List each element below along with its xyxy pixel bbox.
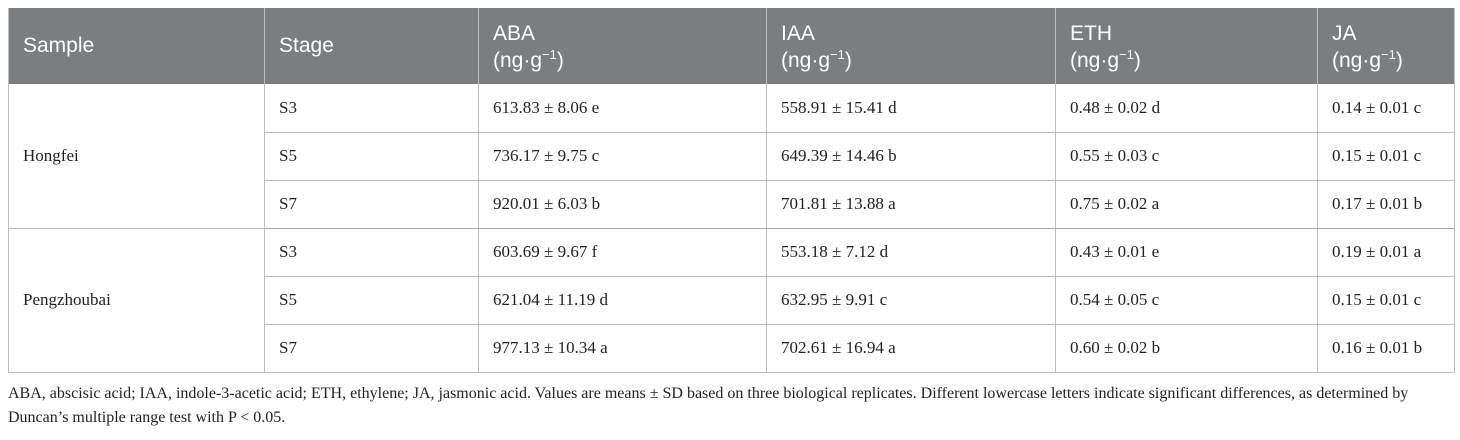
iaa-cell: 558.91 ± 15.41 d xyxy=(766,84,1056,133)
eth-cell: 0.43 ± 0.01 e xyxy=(1055,228,1318,277)
ja-cell: 0.19 ± 0.01 a xyxy=(1317,228,1455,277)
iaa-cell: 553.18 ± 7.12 d xyxy=(766,228,1056,277)
stage-cell: S5 xyxy=(264,276,479,325)
iaa-cell: 649.39 ± 14.46 b xyxy=(766,132,1056,181)
eth-cell: 0.60 ± 0.02 b xyxy=(1055,324,1318,373)
ja-cell: 0.16 ± 0.01 b xyxy=(1317,324,1455,373)
stage-cell: S3 xyxy=(264,228,479,277)
header-iaa-unit-sup: −1 xyxy=(830,47,845,62)
ja-cell: 0.17 ± 0.01 b xyxy=(1317,180,1455,229)
table-row: S7 977.13 ± 10.34 a 702.61 ± 16.94 a 0.6… xyxy=(9,324,1455,373)
header-iaa-unit-close: ) xyxy=(844,49,852,72)
table-body: Hongfei S3 613.83 ± 8.06 e 558.91 ± 15.4… xyxy=(8,84,1455,373)
table-row: S5 736.17 ± 9.75 c 649.39 ± 14.46 b 0.55… xyxy=(9,132,1455,181)
stage-cell: S7 xyxy=(264,180,479,229)
ja-cell: 0.15 ± 0.01 c xyxy=(1317,276,1455,325)
table-row: Pengzhoubai S3 603.69 ± 9.67 f 553.18 ± … xyxy=(8,228,1455,373)
aba-cell: 977.13 ± 10.34 a xyxy=(478,324,767,373)
table-row: S7 920.01 ± 6.03 b 701.81 ± 13.88 a 0.75… xyxy=(9,180,1455,229)
table-row: S5 621.04 ± 11.19 d 632.95 ± 9.91 c 0.54… xyxy=(9,276,1455,325)
sample-cell-hongfei: Hongfei xyxy=(8,84,265,229)
ja-cell: 0.15 ± 0.01 c xyxy=(1317,132,1455,181)
header-eth: ETH (ng·g−1) xyxy=(1055,8,1318,84)
header-iaa-unit: (ng·g xyxy=(781,49,831,72)
header-eth-label: ETH xyxy=(1070,22,1112,45)
header-aba-unit-sup: −1 xyxy=(542,47,557,62)
iaa-cell: 701.81 ± 13.88 a xyxy=(766,180,1056,229)
stage-cell: S3 xyxy=(264,84,479,133)
header-ja-unit-close: ) xyxy=(1395,49,1403,72)
header-ja-label: JA xyxy=(1332,22,1357,45)
ja-cell: 0.14 ± 0.01 c xyxy=(1317,84,1455,133)
eth-cell: 0.55 ± 0.03 c xyxy=(1055,132,1318,181)
table-footnote: ABA, abscisic acid; IAA, indole-3-acetic… xyxy=(8,385,1409,426)
header-aba-label: ABA xyxy=(493,22,536,45)
aba-cell: 920.01 ± 6.03 b xyxy=(478,180,767,229)
header-aba-unit-close: ) xyxy=(556,49,564,72)
stage-cell: S7 xyxy=(264,324,479,373)
table-row: Hongfei S3 613.83 ± 8.06 e 558.91 ± 15.4… xyxy=(8,84,1455,229)
header-ja-unit: (ng·g xyxy=(1332,49,1382,72)
stage-cell: S5 xyxy=(264,132,479,181)
hormone-table: Sample Stage ABA (ng·g−1) IAA (ng·g−1) E… xyxy=(8,8,1455,373)
header-aba: ABA (ng·g−1) xyxy=(478,8,767,84)
header-ja-unit-sup: −1 xyxy=(1381,47,1396,62)
sample-cell-pengzhoubai: Pengzhoubai xyxy=(8,228,265,373)
eth-cell: 0.75 ± 0.02 a xyxy=(1055,180,1318,229)
header-ja: JA (ng·g−1) xyxy=(1317,8,1455,84)
header-eth-unit: (ng·g xyxy=(1070,49,1120,72)
header-sample-label: Sample xyxy=(23,34,95,57)
iaa-cell: 702.61 ± 16.94 a xyxy=(766,324,1056,373)
hormone-table-container: Sample Stage ABA (ng·g−1) IAA (ng·g−1) E… xyxy=(8,8,1455,373)
aba-cell: 621.04 ± 11.19 d xyxy=(478,276,767,325)
header-iaa: IAA (ng·g−1) xyxy=(766,8,1056,84)
header-sample: Sample xyxy=(8,8,265,84)
eth-cell: 0.48 ± 0.02 d xyxy=(1055,84,1318,133)
header-aba-unit: (ng·g xyxy=(493,49,543,72)
aba-cell: 613.83 ± 8.06 e xyxy=(478,84,767,133)
header-iaa-label: IAA xyxy=(781,22,815,45)
aba-cell: 603.69 ± 9.67 f xyxy=(478,228,767,277)
header-row: Sample Stage ABA (ng·g−1) IAA (ng·g−1) E… xyxy=(8,8,1455,84)
iaa-cell: 632.95 ± 9.91 c xyxy=(766,276,1056,325)
header-eth-unit-sup: −1 xyxy=(1119,47,1134,62)
header-stage-label: Stage xyxy=(279,34,334,57)
header-eth-unit-close: ) xyxy=(1133,49,1141,72)
aba-cell: 736.17 ± 9.75 c xyxy=(478,132,767,181)
eth-cell: 0.54 ± 0.05 c xyxy=(1055,276,1318,325)
table-header: Sample Stage ABA (ng·g−1) IAA (ng·g−1) E… xyxy=(8,8,1455,84)
header-stage: Stage xyxy=(264,8,479,84)
